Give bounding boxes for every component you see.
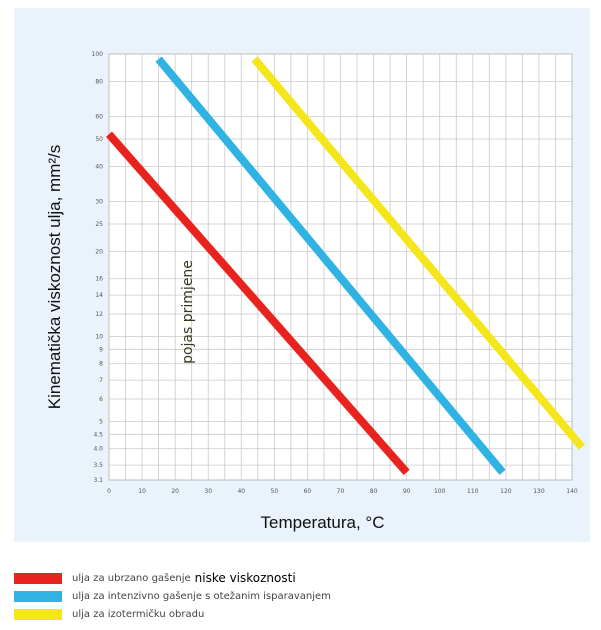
- y-tick-label: 40: [95, 163, 103, 170]
- y-tick-label: 60: [95, 114, 103, 121]
- legend-item-yellow: ulja za izotermičku obradu: [14, 606, 594, 622]
- y-tick-label: 9: [99, 346, 103, 353]
- x-tick-label: 60: [304, 488, 312, 495]
- legend-item-red: ulja za ubrzano gašenje niske viskoznost…: [14, 570, 594, 586]
- y-tick-label: 14: [95, 292, 103, 299]
- y-tick-label: 16: [95, 276, 103, 283]
- x-tick-label: 90: [403, 488, 411, 495]
- y-tick-label: 5: [99, 418, 103, 425]
- legend-swatch-blue: [14, 590, 62, 602]
- y-tick-label: 4.5: [93, 431, 103, 438]
- y-tick-label: 30: [95, 199, 103, 206]
- legend-label-strong: niske viskoznosti: [194, 571, 296, 585]
- y-axis-label: Kinematička viskoznost ulja, mm²/s: [45, 145, 64, 410]
- x-tick-label: 0: [107, 488, 111, 495]
- x-tick-label: 50: [271, 488, 279, 495]
- x-tick-label: 70: [337, 488, 345, 495]
- y-tick-label: 7: [99, 377, 103, 384]
- y-tick-label: 6: [99, 396, 103, 403]
- x-tick-label: 40: [237, 488, 245, 495]
- x-tick-label: 130: [533, 488, 545, 495]
- x-axis-label: Temperatura, °C: [261, 513, 385, 532]
- y-tick-label: 20: [95, 248, 103, 255]
- chart-svg: 0 10 20 30 40 50 60 70 80 90 100 110 120 130 140 3.1 3.5…: [45, 51, 585, 532]
- x-tick-label: 100: [434, 488, 446, 495]
- series-line-1: [105, 131, 410, 475]
- x-tick-label: 140: [566, 488, 578, 495]
- legend-swatch-yellow: [14, 608, 62, 620]
- legend-swatch-red: [14, 572, 62, 584]
- y-tick-label: 3.1: [93, 477, 103, 484]
- y-tick-label: 10: [95, 333, 103, 340]
- y-tick-label: 100: [92, 51, 104, 58]
- x-tick-label: 80: [370, 488, 378, 495]
- chart-panel: 0 10 20 30 40 50 60 70 80 90 100 110 120 130 140 3.1 3.5…: [14, 8, 590, 542]
- y-tick-label: 8: [99, 361, 103, 368]
- series-line-2: [155, 56, 506, 475]
- legend-item-blue: ulja za intenzivno gašenje s otežanim is…: [14, 588, 594, 604]
- x-tick-label: 20: [171, 488, 179, 495]
- legend-label: ulja za intenzivno gašenje s otežanim is…: [72, 590, 331, 602]
- tick-labels: 0 10 20 30 40 50 60 70 80 90 100 110 120 130 140 3.1 3.5…: [92, 51, 578, 495]
- y-tick-label: 12: [95, 311, 103, 318]
- x-tick-label: 110: [467, 488, 479, 495]
- annotation-pojas-primjene: pojas primjene: [180, 260, 196, 364]
- y-tick-label: 3.5: [93, 462, 103, 469]
- y-tick-label: 50: [95, 136, 103, 143]
- y-tick-label: 25: [95, 221, 103, 228]
- legend-label: ulja za izotermičku obradu: [72, 608, 205, 620]
- y-tick-label: 80: [95, 78, 103, 85]
- series-line-3: [251, 56, 585, 450]
- x-tick-label: 30: [204, 488, 212, 495]
- legend-label: ulja za ubrzano gašenje: [72, 572, 191, 584]
- y-tick-label: 4.0: [93, 446, 103, 453]
- series-layer: [105, 56, 585, 475]
- x-tick-label: 120: [500, 488, 512, 495]
- x-tick-label: 10: [138, 488, 146, 495]
- legend: ulja za ubrzano gašenje niske viskoznost…: [14, 570, 594, 624]
